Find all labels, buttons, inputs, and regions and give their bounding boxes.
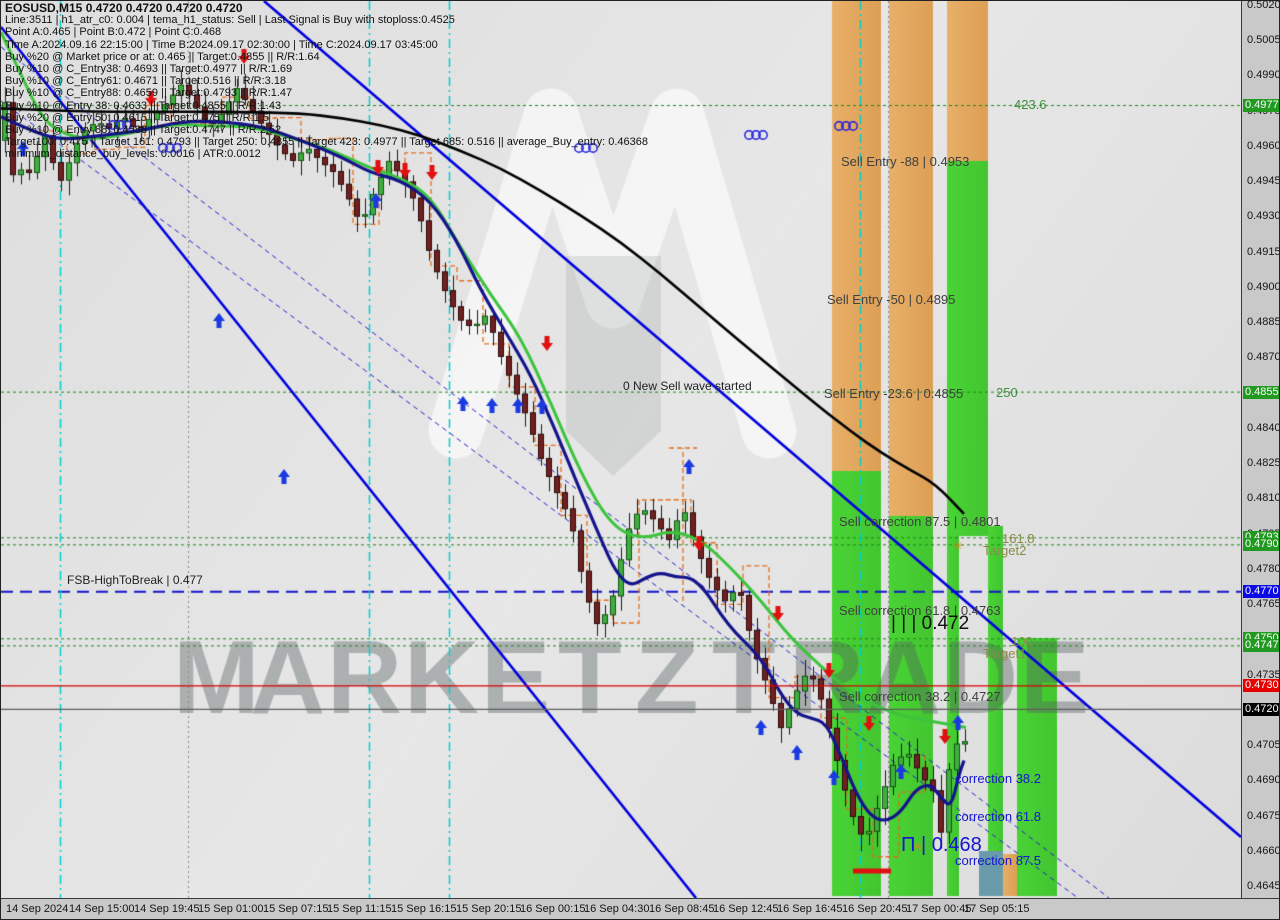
time-tick-label: 15 Sep 07:15 <box>263 903 329 915</box>
price-tick-label: 0.4675 <box>1247 809 1280 822</box>
price-tick-label: 0.4765 <box>1247 598 1280 611</box>
price-tick-label: 0.4690 <box>1247 774 1280 787</box>
price-tick-label: 0.4915 <box>1247 245 1280 258</box>
price-tick-label: 0.5020 <box>1247 0 1280 11</box>
time-axis[interactable]: 14 Sep 2024 14 Sep 15:00 14 Sep 19:45 15 Se… <box>1 898 1279 919</box>
time-tick-label: 17 Sep 05:15 <box>964 903 1030 915</box>
price-tick-label: 0.4885 <box>1247 316 1280 329</box>
price-axis[interactable]: 0.50200.50050.49900.49750.49600.49450.49… <box>1241 0 1280 898</box>
price-tick-label: 0.5005 <box>1247 34 1280 47</box>
price-tick-label: 0.4870 <box>1247 351 1280 364</box>
price-tick-label: 0.4945 <box>1247 175 1280 188</box>
price-tick-label: 0.4735 <box>1247 668 1280 681</box>
price-badge: 0.4977 <box>1243 99 1279 113</box>
time-tick-label: 16 Sep 20:45 <box>842 903 908 915</box>
price-badge: 0.4855 <box>1243 385 1279 399</box>
time-tick-label: 17 Sep 00:45 <box>906 903 972 915</box>
time-tick-label: 16 Sep 12:45 <box>713 903 779 915</box>
price-tick-label: 0.4990 <box>1247 69 1280 82</box>
time-tick-label: 16 Sep 04:30 <box>584 903 650 915</box>
price-badge: 0.4770 <box>1243 585 1279 599</box>
price-tick-label: 0.4660 <box>1247 844 1280 857</box>
price-chart-canvas[interactable] <box>1 1 1241 898</box>
time-tick-label: 16 Sep 00:15 <box>520 903 586 915</box>
price-badge: 0.4730 <box>1243 679 1279 693</box>
time-tick-label: 16 Sep 16:45 <box>777 903 843 915</box>
price-tick-label: 0.4900 <box>1247 280 1280 293</box>
time-tick-label: 15 Sep 16:15 <box>391 903 457 915</box>
time-tick-label: 15 Sep 20:15 <box>456 903 522 915</box>
price-badge: 0.4790 <box>1243 538 1279 552</box>
price-tick-label: 0.4645 <box>1247 880 1280 892</box>
time-tick-label: 14 Sep 2024 <box>6 903 69 915</box>
price-tick-label: 0.4705 <box>1247 739 1280 752</box>
time-tick-label: 15 Sep 01:00 <box>198 903 264 915</box>
price-badge: 0.4720 <box>1243 702 1279 716</box>
price-tick-label: 0.4960 <box>1247 139 1280 152</box>
time-tick-label: 15 Sep 11:15 <box>327 903 392 915</box>
price-tick-label: 0.4780 <box>1247 562 1280 575</box>
time-tick-label: 14 Sep 15:00 <box>69 903 135 915</box>
price-tick-label: 0.4930 <box>1247 210 1280 223</box>
price-badge: 0.4747 <box>1243 639 1279 653</box>
price-tick-label: 0.4810 <box>1247 492 1280 505</box>
price-tick-label: 0.4840 <box>1247 421 1280 434</box>
price-tick-label: 0.4825 <box>1247 457 1280 470</box>
time-tick-label: 16 Sep 08:45 <box>649 903 715 915</box>
time-tick-label: 14 Sep 19:45 <box>134 903 200 915</box>
